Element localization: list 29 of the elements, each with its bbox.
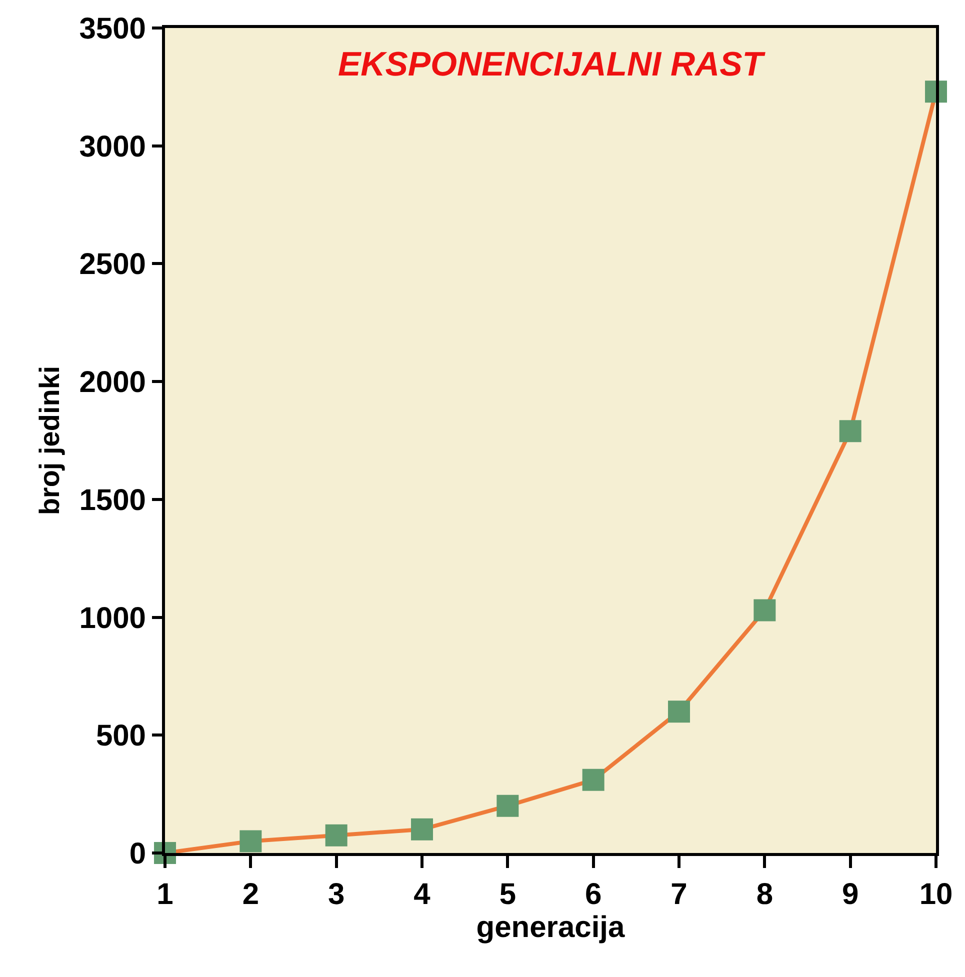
x-tick-label: 5 (499, 878, 516, 911)
y-tick-label: 0 (129, 838, 146, 870)
y-tick-label: 3000 (79, 130, 146, 164)
point (240, 830, 262, 852)
point (496, 794, 519, 817)
text: EKSPONENCIJALNI RAST (338, 45, 766, 84)
x-tick-label: 7 (670, 878, 688, 911)
x-axis-title: generacija (476, 911, 626, 944)
point (582, 768, 604, 791)
x-tick-label: 4 (414, 878, 431, 911)
point (668, 700, 690, 723)
x-tick-label: 1 (156, 878, 174, 911)
x-tick-label: 2 (242, 878, 260, 911)
y-tick-label: 2000 (79, 366, 146, 400)
x-tick-label: 10 (919, 878, 953, 911)
y-tick-label: 500 (96, 720, 146, 753)
y-tick-label: 2500 (79, 248, 146, 282)
y-tick-label: 3500 (79, 12, 146, 46)
x-tick-label: 8 (756, 878, 774, 911)
x-tick-label: 3 (328, 878, 345, 911)
x-tick-label: 9 (842, 878, 859, 911)
y-tick-label: 1500 (79, 484, 146, 517)
point (754, 599, 776, 622)
point (411, 818, 433, 840)
y-tick-label: 1000 (79, 602, 146, 635)
point (325, 824, 348, 846)
point (839, 420, 862, 442)
x-tick-label: 6 (584, 878, 602, 911)
y-axis-title: broj jedinki (34, 366, 65, 516)
